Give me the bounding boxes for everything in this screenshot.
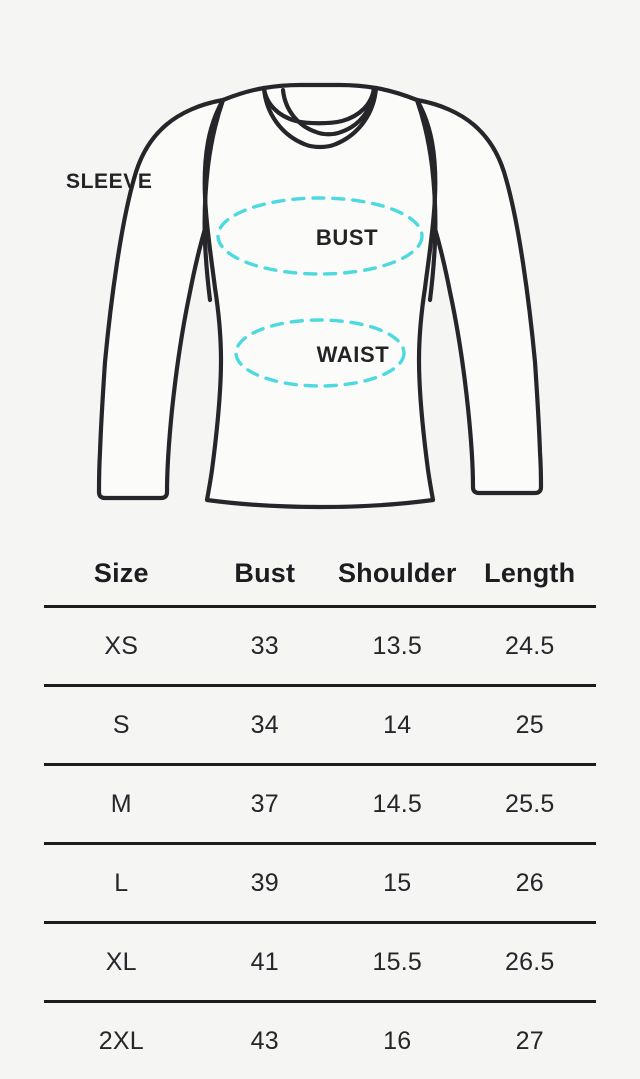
cell-length: 26.5	[463, 923, 596, 1002]
cell-size: XS	[44, 607, 199, 686]
cell-shoulder: 15	[331, 844, 463, 923]
cell-length: 25	[463, 686, 596, 765]
cell-shoulder: 16	[331, 1002, 463, 1079]
cell-shoulder: 13.5	[331, 607, 463, 686]
cell-size: S	[44, 686, 199, 765]
size-chart-page: SLEEVE BUST WAIST Size Bust Shoulder Len…	[0, 0, 640, 960]
cell-bust: 37	[199, 765, 331, 844]
size-table-container: Size Bust Shoulder Length XS 33 13.5 24.…	[0, 530, 640, 960]
waist-label: WAIST	[317, 342, 390, 367]
cell-shoulder: 14	[331, 686, 463, 765]
column-header-bust: Bust	[199, 530, 331, 607]
cell-bust: 33	[199, 607, 331, 686]
table-row: XS 33 13.5 24.5	[44, 607, 596, 686]
table-row: M 37 14.5 25.5	[44, 765, 596, 844]
cell-bust: 39	[199, 844, 331, 923]
column-header-length: Length	[463, 530, 596, 607]
cell-shoulder: 14.5	[331, 765, 463, 844]
cell-length: 25.5	[463, 765, 596, 844]
cell-bust: 41	[199, 923, 331, 1002]
cell-length: 24.5	[463, 607, 596, 686]
table-row: XL 41 15.5 26.5	[44, 923, 596, 1002]
cell-size: M	[44, 765, 199, 844]
cell-bust: 43	[199, 1002, 331, 1079]
cell-size: XL	[44, 923, 199, 1002]
size-table-head: Size Bust Shoulder Length	[44, 530, 596, 607]
cell-size: 2XL	[44, 1002, 199, 1079]
bust-label: BUST	[316, 225, 378, 250]
sleeve-label: SLEEVE	[66, 170, 152, 193]
cell-length: 27	[463, 1002, 596, 1079]
cell-bust: 34	[199, 686, 331, 765]
cell-shoulder: 15.5	[331, 923, 463, 1002]
cell-length: 26	[463, 844, 596, 923]
column-header-size: Size	[44, 530, 199, 607]
table-row: 2XL 43 16 27	[44, 1002, 596, 1079]
garment-illustration: SLEEVE BUST WAIST	[0, 0, 640, 530]
size-table: Size Bust Shoulder Length XS 33 13.5 24.…	[44, 530, 596, 1079]
table-header-row: Size Bust Shoulder Length	[44, 530, 596, 607]
size-table-body: XS 33 13.5 24.5 S 34 14 25 M 37 14.5 25.…	[44, 607, 596, 1079]
column-header-shoulder: Shoulder	[331, 530, 463, 607]
cell-size: L	[44, 844, 199, 923]
table-row: L 39 15 26	[44, 844, 596, 923]
table-row: S 34 14 25	[44, 686, 596, 765]
